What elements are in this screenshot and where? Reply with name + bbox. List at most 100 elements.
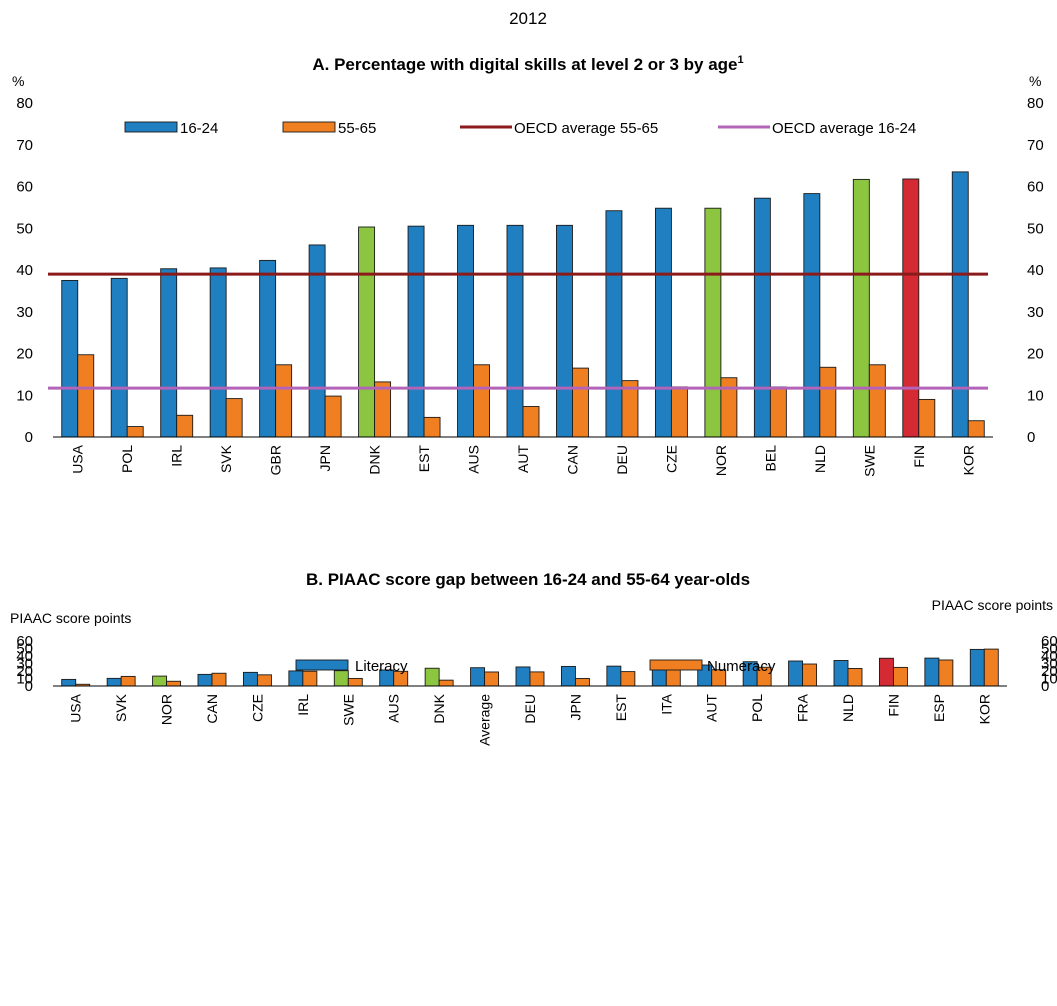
panel-a-title-text: A. Percentage with digital skills at lev… [312,55,737,74]
panel-a-category-label: USA [70,444,86,473]
panel-a-category-label: SVK [218,444,234,473]
panel-b-bar-s2 [847,668,863,687]
panel-b-bar-s1 [106,677,122,687]
panel-a: 0 0 10 10 20 20 30 30 40 40 50 50 60 60 70 70 80 80 USA POL… [16,95,1043,477]
panel-a-bar-s1 [951,171,969,438]
panel-a-category-label: SWE [861,445,877,477]
legend-label-oecd-16-24: OECD average 16-24 [772,120,916,137]
panel-a-ytick-right: 80 [1027,95,1044,112]
panel-a-bar-s2 [423,416,441,438]
legend-swatch-55-65 [282,121,336,133]
panel-a-category-label: CZE [663,445,679,473]
panel-b-bar-s1 [424,667,440,687]
panel-b-category-label: DEU [522,694,538,724]
panel-a-title-superscript: 1 [738,54,744,66]
panel-b-category-label: CAN [204,694,220,724]
panel-b-category-label: FRA [795,693,811,722]
panel-a-bar-s1 [605,210,623,438]
panel-b-ytick-left: 40 [16,648,33,665]
panel-a-bar-s2 [522,406,540,438]
panel-a-ytick-left: 30 [16,304,33,321]
panel-b-bar-s2 [529,671,545,687]
panel-a-bar-s1 [110,277,128,438]
panel-b-unit-left: PIAAC score points [10,610,131,626]
panel-a-bar-s1 [457,224,474,438]
panel-b-category-label: EST [613,694,629,722]
panel-b-bar-s1 [515,666,531,687]
panel-b-bar-s1 [470,667,486,687]
panel-a-category-label: CAN [564,445,580,475]
panel-b-bar-s2 [120,675,136,687]
panel-b-ytick-left: 60 [16,633,33,650]
panel-a-ytick-right: 0 [1027,429,1035,446]
panel-b-bar-s1 [197,673,213,687]
legend-label-numeracy: Numeracy [707,658,776,675]
panel-b-category-label: NLD [840,694,856,722]
panel-b-category-label: IRL [295,694,311,716]
panel-a-bar-s2 [670,386,688,438]
panel-b-ytick-left: 10 [16,671,33,688]
panel-b-ytick-right: 60 [1041,633,1057,650]
legend-label-oecd-55-65: OECD average 55-65 [514,120,658,137]
panel-a-title: A. Percentage with digital skills at lev… [312,54,743,74]
panel-b-bar-s2 [256,674,272,687]
panel-b-ytick-left: 20 [16,663,33,680]
panel-b-category-label: USA [68,693,84,722]
panel-b-bar-s2 [802,663,818,687]
panel-a-ytick-left: 20 [16,346,33,363]
panel-b-bar-s1 [152,675,168,687]
panel-b-category-label: JPN [567,694,583,720]
panel-b-bar-s2 [211,672,227,687]
panel-b-bar-s2 [892,666,908,687]
panel-a-category-label: JPN [317,445,333,471]
panel-a-bar-s2 [176,414,194,438]
panel-a-bar-s2 [324,395,342,438]
panel-a-ytick-left: 80 [16,95,33,112]
panel-a-category-label: GBR [268,445,284,475]
panel-b-category-label: Average [477,694,493,746]
panel-a-ytick-left: 60 [16,179,33,196]
panel-a-category-label: NLD [812,445,828,473]
panel-a-category-label: EST [416,445,432,473]
panel-a-bar-s2 [275,364,293,438]
panel-a-category-label: POL [119,445,135,473]
panel-a-bar-s2 [918,398,936,438]
panel-a-ytick-left: 0 [25,429,33,446]
panel-a-ytick-left: 70 [16,137,33,154]
panel-a-category-label: AUS [466,445,482,474]
panel-b-bar-s1 [333,670,349,687]
panel-b-category-label: ESP [931,694,947,722]
panel-b-category-label: SVK [113,693,129,722]
panel-b-ytick-right: 20 [1041,663,1057,680]
panel-a-ytick-right: 10 [1027,387,1044,404]
panel-a-unit-right: % [1029,73,1041,89]
panel-b-bar-s2 [302,670,318,687]
panel-a-bar-s2 [572,367,589,438]
panel-a-ytick-right: 20 [1027,346,1044,363]
panel-a-ytick-right: 70 [1027,137,1044,154]
panel-a-category-label: BEL [762,445,778,472]
panel-a-bar-s1 [803,193,821,438]
panel-b-category-label: NOR [159,694,175,725]
panel-b-category-label: CZE [249,694,265,722]
panel-b-category-label: FIN [885,694,901,717]
panel-b-bar-s1 [969,648,985,687]
panel-a-ytick-right: 60 [1027,179,1044,196]
panel-a-ytick-right: 40 [1027,262,1044,279]
panel-b-bar-s1 [924,657,940,687]
panel-b-category-label: AUT [704,694,720,722]
panel-b-ytick-left: 50 [16,641,33,658]
panel-a-bar-s1 [61,279,79,438]
panel-a-category-label: AUT [515,445,531,473]
panel-a-bar-s1 [753,197,771,438]
panel-a-category-label: KOR [960,445,976,475]
panel-b-bar-s1 [560,665,576,687]
panel-b-bar-s1 [833,660,849,687]
panel-a-bar-s1 [902,178,920,438]
legend-label-literacy: Literacy [355,658,408,675]
panel-b-bar-s1 [878,657,894,687]
panel-a-bar-s1 [704,207,722,438]
